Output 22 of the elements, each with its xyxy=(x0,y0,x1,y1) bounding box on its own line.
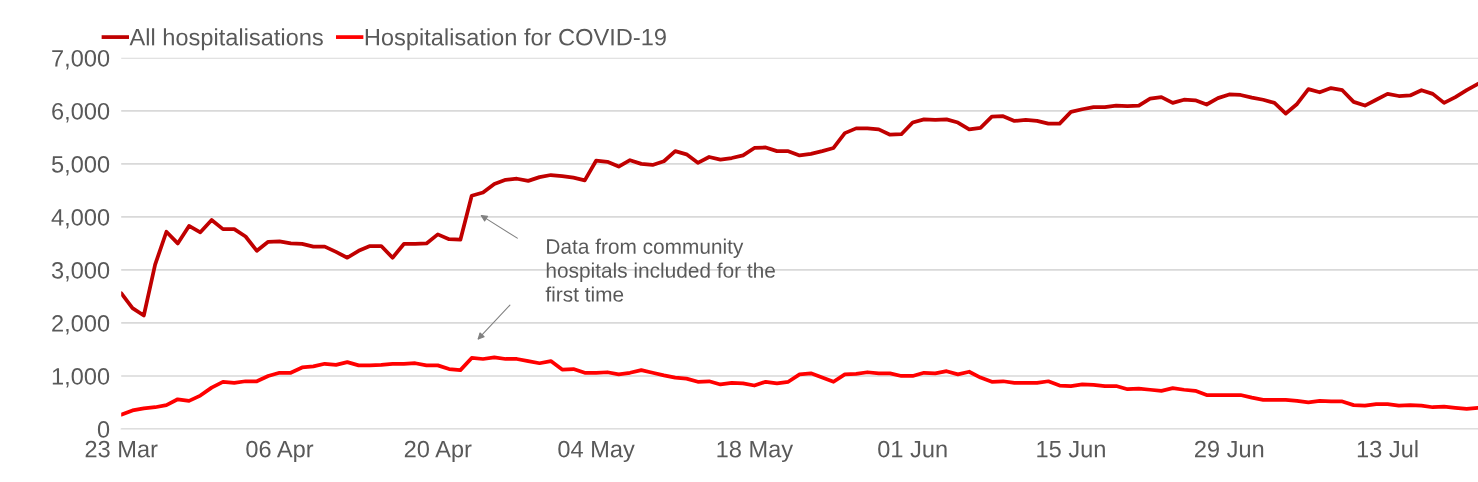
y-tick-label: 0 xyxy=(97,421,110,438)
x-tick-label: 06 Apr xyxy=(246,440,314,463)
x-tick-label: 18 May xyxy=(717,440,794,463)
x-tick-label: 13 Jul xyxy=(1357,440,1418,458)
line-series xyxy=(121,355,1478,417)
y-tick-label: 4,000 xyxy=(51,208,110,229)
legend-label: Hospitalisation for COVID-19 xyxy=(365,28,666,51)
x-tick-label: 01 Jun xyxy=(878,440,947,458)
line-series xyxy=(121,81,1478,318)
legend-label: All hospitalisations xyxy=(129,28,323,51)
annotation: Data from community hospitals included for the first time xyxy=(545,238,775,302)
y-tick-label: 1,000 xyxy=(52,368,110,388)
x-tick-label: 23 Mar xyxy=(85,440,158,458)
x-tick-label: 29 Jun xyxy=(1195,440,1264,458)
y-tick-label: 7,000 xyxy=(52,49,110,70)
x-tick-label: 15 Jun xyxy=(1037,440,1105,458)
x-tick-label: 20 Apr xyxy=(404,440,472,463)
y-tick-label: 5,000 xyxy=(51,155,110,176)
y-tick-label: 6,000 xyxy=(52,102,110,123)
y-tick-label: 2,000 xyxy=(52,315,110,335)
y-tick-label: 3,000 xyxy=(51,261,110,282)
x-tick-label: 04 May xyxy=(558,440,635,463)
